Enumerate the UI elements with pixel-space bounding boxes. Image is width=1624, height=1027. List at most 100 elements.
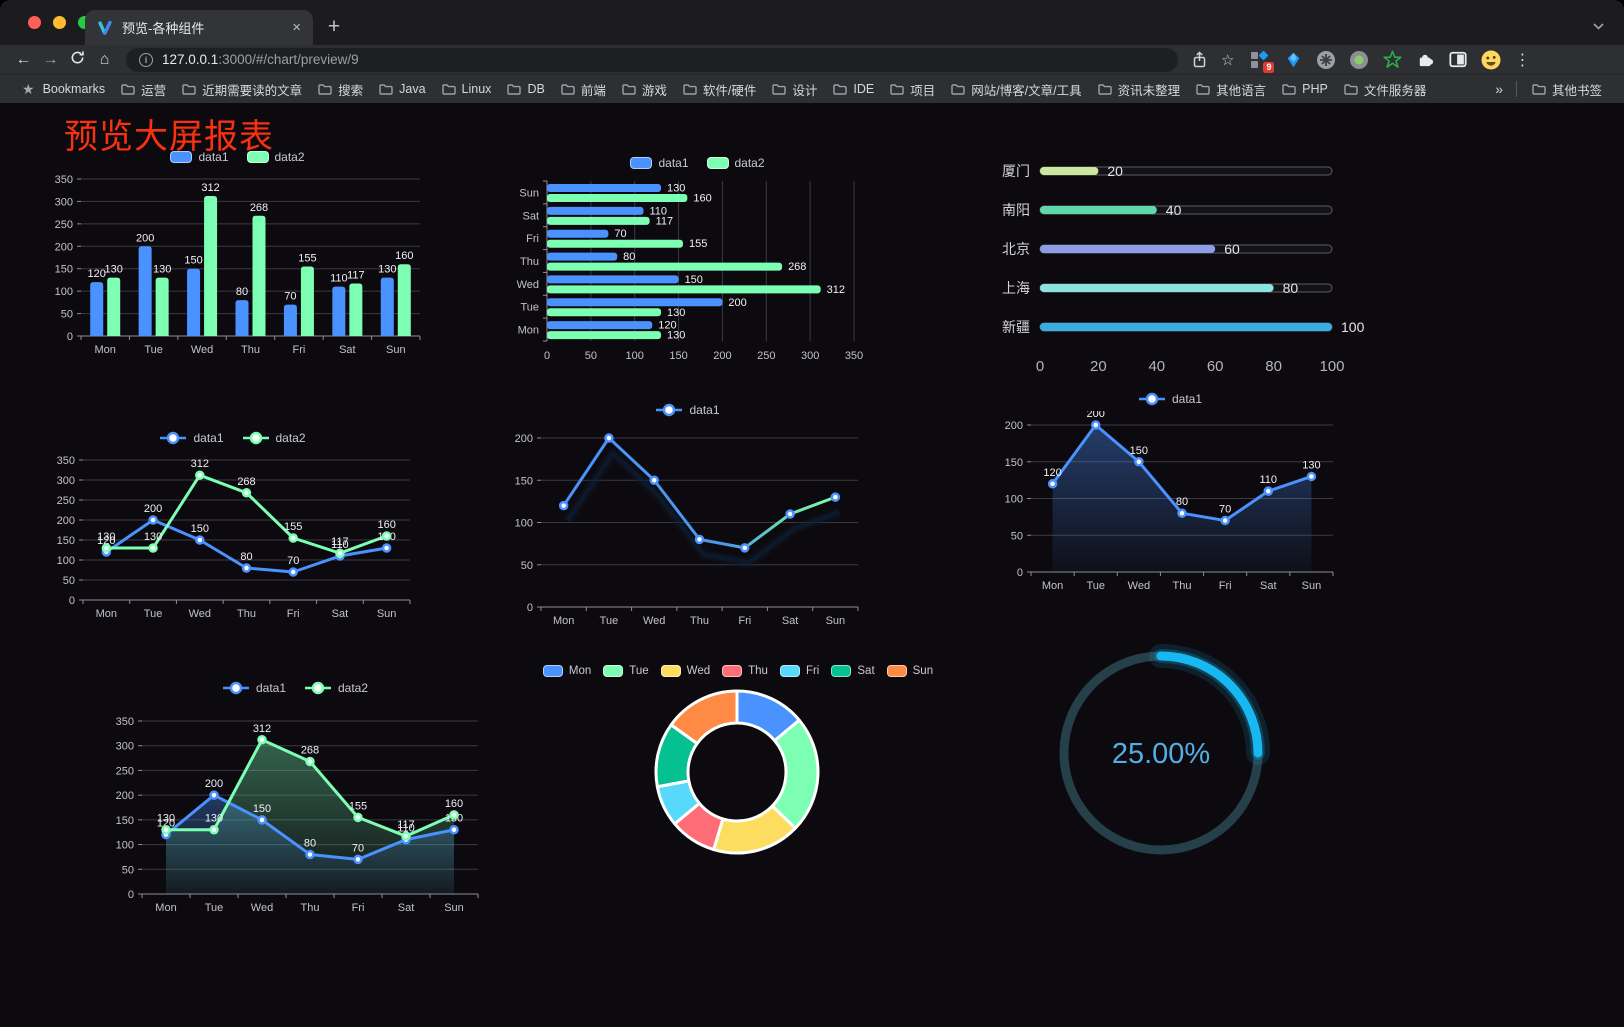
profile-avatar-emoji[interactable] <box>1481 50 1501 70</box>
bookmark-folder[interactable]: 网站/博客/文章/工具 <box>943 80 1089 99</box>
hbar-data1-Wed[interactable] <box>547 275 679 284</box>
close-window-button[interactable] <box>28 16 41 29</box>
legend-item-data2[interactable]: data2 <box>706 156 765 170</box>
bookmark-folder[interactable]: 搜索 <box>310 80 371 99</box>
extension-dot-icon[interactable] <box>1349 50 1369 70</box>
bookmark-folder[interactable]: 文件服务器 <box>1336 80 1435 99</box>
bookmark-folder[interactable]: 设计 <box>764 80 825 99</box>
legend-item-data1[interactable]: data1 <box>222 681 286 695</box>
hbar-data2-Tue[interactable] <box>547 308 662 317</box>
bar-grouped-canvas[interactable]: 0 50 100 150 200 250 300 350 Mon Tue Wed Thu Fri Sat S… <box>45 169 430 365</box>
hbar-data1-Fri[interactable] <box>547 229 609 238</box>
progress-bar-厦门[interactable] <box>1040 167 1099 175</box>
bar-series-data1[interactable] <box>90 246 394 336</box>
bookmark-folder[interactable]: 软件/硬件 <box>675 80 764 99</box>
hbar-data2-Mon[interactable] <box>547 331 662 340</box>
minimize-window-button[interactable] <box>53 16 66 29</box>
extension-gem-icon[interactable] <box>1283 50 1303 70</box>
bar-series-data2[interactable] <box>107 196 411 336</box>
bookmark-folder[interactable]: Java <box>371 82 433 96</box>
extension-grid-icon[interactable]: 9 <box>1250 50 1275 73</box>
bookmark-star-icon[interactable]: ☆ <box>1221 51 1235 69</box>
legend-item-Sat[interactable]: Sat <box>831 665 875 677</box>
chart-line-gradient[interactable]: data1 0 50 100 150 200 Mon Tue Wed Thu Fri Sat Sun <box>505 400 870 637</box>
progress-bar-新疆[interactable] <box>1040 323 1332 331</box>
legend-item-data1[interactable]: data1 <box>1138 392 1202 406</box>
legend-item-data2[interactable]: data2 <box>304 681 368 695</box>
bookmark-folder[interactable]: 运营 <box>113 80 174 99</box>
hbar-data2-Wed[interactable] <box>547 285 821 294</box>
browser-tab[interactable]: 预览-各种组件 × <box>85 10 313 45</box>
hbar-data1-Sat[interactable] <box>547 206 644 215</box>
bookmark-folder[interactable]: DB <box>499 82 552 96</box>
chart-area-two-series[interactable]: data1 data2 0 50 100 150 200 250 300 350 Mon Tue Wed… <box>100 678 490 926</box>
hbar-data1-Tue[interactable] <box>547 298 723 307</box>
hbar-data2-Fri[interactable] <box>547 239 683 248</box>
tab-close-icon[interactable]: × <box>292 19 301 36</box>
legend-item-data1[interactable]: data1 <box>159 431 224 445</box>
bookmark-folder[interactable]: 其他语言 <box>1188 80 1274 99</box>
chart-bar-grouped[interactable]: data1 data2 0 50 100 150 200 250 300 350 Mon Tue Wed… <box>45 147 430 365</box>
hbar-data1-Mon[interactable] <box>547 321 653 330</box>
extension-wheel-icon[interactable] <box>1316 50 1336 70</box>
line-two-series-canvas[interactable]: 0 50 100 150 200 250 300 350 Mon Tue Wed Thu Fri Sat S… <box>45 450 420 646</box>
bookmark-folder[interactable]: Linux <box>434 82 500 96</box>
chart-gauge-percent[interactable]: 25.00% <box>1046 638 1276 868</box>
extensions-puzzle-icon[interactable] <box>1415 50 1435 70</box>
bookmark-folder[interactable]: 资讯未整理 <box>1090 80 1189 99</box>
legend-item-Tue[interactable]: Tue <box>603 665 649 677</box>
legend-item-Fri[interactable]: Fri <box>779 665 819 677</box>
hbar-data1-Thu[interactable] <box>547 252 618 261</box>
extension-star-icon[interactable] <box>1382 50 1402 70</box>
bookmark-folder[interactable]: PHP <box>1274 82 1336 96</box>
bookmark-folder[interactable]: 项目 <box>882 80 943 99</box>
side-panel-icon[interactable] <box>1448 50 1468 70</box>
chrome-menu-icon[interactable]: ⋮ <box>1514 51 1531 69</box>
bookmark-folder[interactable]: 近期需要读的文章 <box>174 80 310 99</box>
hbar-data2-Thu[interactable] <box>547 262 783 271</box>
tab-search-chevron-icon[interactable] <box>1593 17 1604 35</box>
legend-item-Mon[interactable]: Mon <box>542 665 591 677</box>
site-info-icon[interactable]: i <box>139 52 153 67</box>
legend-item-Thu[interactable]: Thu <box>722 665 768 677</box>
area-single-canvas[interactable]: 0 50 100 150 200 Mon Tue Wed Thu Fri Sat Sun 120 200 1… <box>995 411 1345 605</box>
progress-list-canvas[interactable]: 厦门 20 南阳 40 北京 60 上海 80 新疆 100 0 20 40 60 80 100 <box>990 155 1365 383</box>
legend-item-data1[interactable]: data1 <box>655 403 720 417</box>
bookmark-folder[interactable]: 游戏 <box>614 80 675 99</box>
line-gradient-canvas[interactable]: 0 50 100 150 200 Mon Tue Wed Thu Fri Sat Sun <box>505 422 870 637</box>
chart-line-two-series[interactable]: data1 data2 0 50 100 150 200 250 300 350 Mon Tue Wed… <box>45 428 420 646</box>
reload-button[interactable] <box>64 50 91 69</box>
progress-bar-南阳[interactable] <box>1040 206 1157 214</box>
donut-slice-Sun[interactable] <box>669 689 739 745</box>
url-bar[interactable]: i 127.0.0.1:3000/#/chart/preview/9 <box>126 47 1178 72</box>
area-two-series-canvas[interactable]: 0 50 100 150 200 250 300 350 Mon Tue Wed Thu Fri Sat S… <box>100 700 490 926</box>
legend-item-Wed[interactable]: Wed <box>660 665 710 677</box>
legend-item-data2[interactable]: data2 <box>242 431 306 445</box>
bookmarks-overflow-chevron[interactable]: » <box>1495 81 1503 97</box>
share-icon[interactable] <box>1192 51 1207 68</box>
legend-item-Sun[interactable]: Sun <box>886 665 933 677</box>
bookmark-folder[interactable]: 前端 <box>553 80 614 99</box>
hbar-data1-Sun[interactable] <box>547 184 662 192</box>
back-button[interactable]: ← <box>15 50 32 68</box>
donut-week-canvas[interactable] <box>548 683 928 908</box>
legend-item-data2[interactable]: data2 <box>246 150 305 164</box>
chart-donut-week[interactable]: Mon Tue Wed Thu Fri Sat Sun <box>542 661 933 908</box>
chart-area-single[interactable]: data1 0 50 100 150 200 Mon Tue Wed Thu Fri Sat Sun 12… <box>995 389 1345 605</box>
bookmark-folder[interactable]: IDE <box>825 82 882 96</box>
progress-bar-上海[interactable] <box>1040 284 1274 292</box>
hbar-data2-Sat[interactable] <box>547 216 650 225</box>
chart-bar-horizontal[interactable]: data1 data2 0 50 100 150 200 250 300 350 Mon 120 130… <box>505 153 890 373</box>
legend-item-data1[interactable]: data1 <box>170 150 229 164</box>
other-bookmarks-folder[interactable]: 其他书签 <box>1524 80 1610 99</box>
progress-bar-北京[interactable] <box>1040 245 1216 253</box>
bookmarks-manager[interactable]: ★ Bookmarks <box>14 81 113 98</box>
forward-button[interactable]: → <box>42 50 59 68</box>
hbar-data2-Sun[interactable] <box>547 194 688 202</box>
new-tab-button[interactable]: + <box>327 15 341 38</box>
legend-item-data1[interactable]: data1 <box>630 156 689 170</box>
gauge-percent-canvas[interactable]: 25.00% <box>1046 638 1276 868</box>
home-button[interactable]: ⌂ <box>99 50 110 68</box>
chart-progress-bars[interactable]: 厦门 20 南阳 40 北京 60 上海 80 新疆 100 0 20 40 60 80 100 <box>990 155 1365 383</box>
